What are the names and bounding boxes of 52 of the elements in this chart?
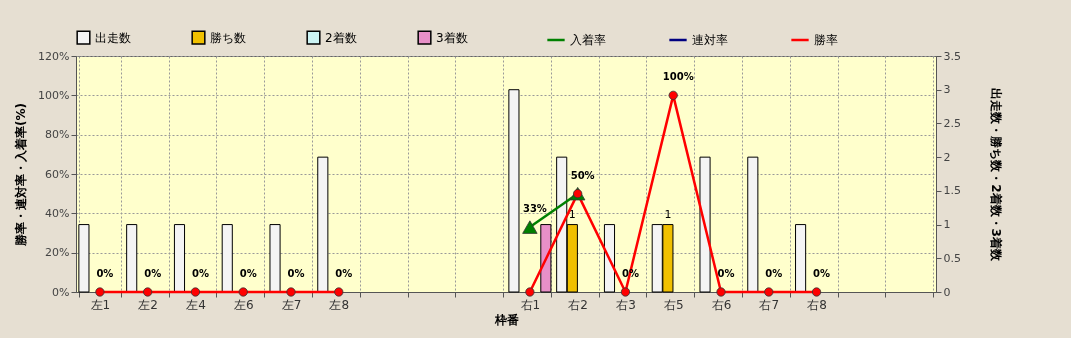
y2-tick-label: 3 bbox=[943, 83, 951, 97]
y-tick-label: 20% bbox=[45, 246, 70, 260]
y2-tick-label: 2.5 bbox=[943, 116, 961, 130]
y-tick-label: 120% bbox=[38, 49, 70, 63]
y2-tick-label: 1.5 bbox=[943, 184, 961, 198]
x-tick-label: 左4 bbox=[186, 297, 206, 312]
data-label: 0% bbox=[287, 268, 305, 279]
y2-tick-label: 0.5 bbox=[943, 251, 961, 265]
x-tick-label: 左7 bbox=[281, 297, 302, 312]
y-tick-label: 80% bbox=[45, 128, 70, 142]
data-label: 33% bbox=[522, 203, 547, 215]
legend-label: 出走数 bbox=[95, 30, 131, 45]
data-label: 0% bbox=[765, 268, 783, 279]
x-tick-label: 左8 bbox=[329, 297, 350, 312]
y2-tick-label: 0 bbox=[943, 285, 951, 299]
x-tick-label: 右3 bbox=[616, 297, 636, 312]
legend-label: 入着率 bbox=[570, 33, 606, 47]
x-tick-label: 左2 bbox=[138, 297, 158, 312]
legend-label: 勝率 bbox=[814, 33, 838, 47]
x-tick-label: 右7 bbox=[759, 297, 780, 312]
data-label: 100% bbox=[662, 71, 694, 83]
x-axis-title: 枠番 bbox=[493, 312, 519, 327]
data-label: 1 bbox=[568, 207, 576, 221]
y2-axis-title: 出走数・勝ち数・2着数・3着数 bbox=[988, 88, 1003, 262]
legend-label: 連対率 bbox=[692, 33, 728, 47]
data-label: 50% bbox=[570, 169, 595, 181]
legend-label: 2着数 bbox=[325, 30, 357, 45]
y-axis-title: 勝率・連対率・入着率(%) bbox=[14, 103, 29, 247]
legend-label: 勝ち数 bbox=[210, 30, 246, 45]
data-label: 0% bbox=[717, 268, 735, 279]
x-tick-label: 左1 bbox=[90, 297, 111, 312]
y2-tick-label: 1 bbox=[943, 218, 951, 232]
x-tick-label: 右5 bbox=[663, 297, 684, 312]
data-label: 0% bbox=[813, 268, 831, 279]
y2-tick-label: 3.5 bbox=[943, 49, 961, 63]
legend-label: 3着数 bbox=[436, 30, 468, 45]
x-tick-label: 左6 bbox=[233, 297, 254, 312]
data-label: 1 bbox=[664, 207, 672, 221]
x-tick-label: 右6 bbox=[711, 297, 732, 312]
x-tick-label: 右1 bbox=[520, 297, 541, 312]
x-tick-label: 右8 bbox=[807, 297, 827, 312]
y-tick-label: 60% bbox=[45, 167, 70, 181]
data-label: 0% bbox=[191, 268, 209, 279]
y2-tick-label: 2 bbox=[943, 150, 951, 164]
x-tick-label: 右2 bbox=[568, 297, 588, 312]
data-label: 0% bbox=[335, 268, 353, 279]
data-label: 0% bbox=[144, 268, 162, 279]
data-label: 0% bbox=[96, 268, 114, 279]
y-tick-label: 0% bbox=[52, 285, 70, 299]
data-label: 0% bbox=[239, 268, 257, 279]
y-tick-label: 40% bbox=[45, 206, 70, 220]
y-tick-label: 100% bbox=[38, 88, 70, 102]
